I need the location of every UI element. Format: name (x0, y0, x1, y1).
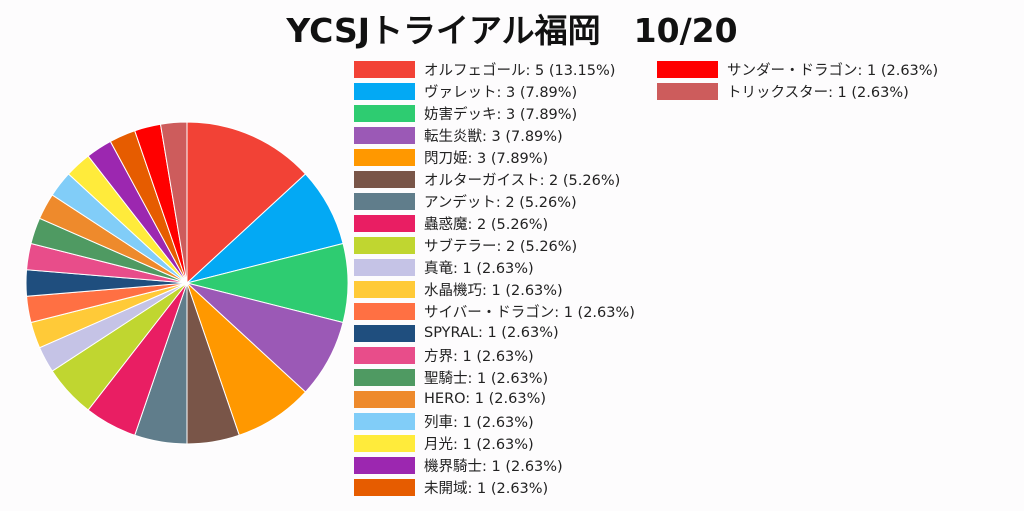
legend-item: 方界: 1 (2.63%) (354, 344, 635, 366)
chart-title: YCSJトライアル福岡 10/20 (286, 11, 738, 50)
legend-label: 水晶機巧: 1 (2.63%) (424, 282, 563, 299)
legend-column-1: オルフェゴール: 5 (13.15%) ヴァレット: 3 (7.89%) 妨害デッキ… (354, 58, 635, 498)
legend-item: 列車: 1 (2.63%) (354, 410, 635, 432)
legend-item: 閃刀姫: 3 (7.89%) (354, 146, 635, 168)
legend-item: アンデット: 2 (5.26%) (354, 190, 635, 212)
legend-column-2: サンダー・ドラゴン: 1 (2.63%) トリックスター: 1 (2.63%) (657, 58, 938, 102)
legend-swatch (354, 148, 415, 166)
legend-item: 蟲惑魔: 2 (5.26%) (354, 212, 635, 234)
legend-label: オルターガイスト: 2 (5.26%) (424, 172, 621, 189)
legend-swatch (354, 258, 415, 276)
legend-item: サイバー・ドラゴン: 1 (2.63%) (354, 300, 635, 322)
legend-item: HERO: 1 (2.63%) (354, 388, 635, 410)
legend-swatch (354, 456, 415, 474)
legend-label: SPYRAL: 1 (2.63%) (424, 325, 559, 341)
pie-slice-21 (159, 121, 188, 284)
legend-swatch (354, 82, 415, 100)
legend-item: 聖騎士: 1 (2.63%) (354, 366, 635, 388)
legend-label: 蟲惑魔: 2 (5.26%) (424, 216, 549, 233)
legend-swatch (354, 390, 415, 408)
legend-label: アンデット: 2 (5.26%) (424, 194, 577, 211)
legend-swatch (354, 60, 415, 78)
pie-slice-0 (186, 121, 307, 285)
legend-swatch (354, 302, 415, 320)
legend-item: オルフェゴール: 5 (13.15%) (354, 58, 635, 80)
legend-label: 列車: 1 (2.63%) (424, 414, 534, 431)
legend-label: 聖騎士: 1 (2.63%) (424, 370, 549, 387)
legend-label: ヴァレット: 3 (7.89%) (424, 84, 578, 101)
legend-swatch (354, 368, 415, 386)
legend-swatch (657, 82, 718, 100)
legend-swatch (354, 236, 415, 254)
legend-item: サブテラー: 2 (5.26%) (354, 234, 635, 256)
legend-item: トリックスター: 1 (2.63%) (657, 80, 938, 102)
legend-swatch (354, 126, 415, 144)
legend-swatch (354, 280, 415, 298)
legend-label: オルフェゴール: 5 (13.15%) (424, 62, 616, 79)
legend-swatch (354, 170, 415, 188)
legend-item: 月光: 1 (2.63%) (354, 432, 635, 454)
legend-label: 未開域: 1 (2.63%) (424, 480, 549, 497)
legend-label: 転生炎獣: 3 (7.89%) (424, 128, 563, 145)
legend-label: HERO: 1 (2.63%) (424, 391, 547, 407)
legend-item: SPYRAL: 1 (2.63%) (354, 322, 635, 344)
legend-item: サンダー・ドラゴン: 1 (2.63%) (657, 58, 938, 80)
legend-label: 機界騎士: 1 (2.63%) (424, 458, 563, 475)
legend-label: 真竜: 1 (2.63%) (424, 260, 534, 277)
legend-label: 閃刀姫: 3 (7.89%) (424, 150, 549, 167)
legend-swatch (354, 434, 415, 452)
legend-item: ヴァレット: 3 (7.89%) (354, 80, 635, 102)
legend-label: 妨害デッキ: 3 (7.89%) (424, 106, 578, 123)
legend-swatch (354, 104, 415, 122)
legend-swatch (354, 412, 415, 430)
legend-item: 機界騎士: 1 (2.63%) (354, 454, 635, 476)
legend-label: 月光: 1 (2.63%) (424, 436, 534, 453)
legend-label: 方界: 1 (2.63%) (424, 348, 534, 365)
legend-swatch (354, 478, 415, 496)
legend-swatch (354, 192, 415, 210)
legend-swatch (354, 214, 415, 232)
legend-swatch (354, 346, 415, 364)
legend-label: サブテラー: 2 (5.26%) (424, 238, 578, 255)
legend-item: 妨害デッキ: 3 (7.89%) (354, 102, 635, 124)
legend-item: 未開域: 1 (2.63%) (354, 476, 635, 498)
legend-item: 水晶機巧: 1 (2.63%) (354, 278, 635, 300)
legend-item: オルターガイスト: 2 (5.26%) (354, 168, 635, 190)
legend-label: トリックスター: 1 (2.63%) (727, 84, 909, 101)
legend-label: サイバー・ドラゴン: 1 (2.63%) (424, 304, 635, 321)
legend-item: 転生炎獣: 3 (7.89%) (354, 124, 635, 146)
legend-item: 真竜: 1 (2.63%) (354, 256, 635, 278)
legend-swatch (657, 60, 718, 78)
legend-swatch (354, 324, 415, 342)
legend-label: サンダー・ドラゴン: 1 (2.63%) (727, 62, 939, 79)
